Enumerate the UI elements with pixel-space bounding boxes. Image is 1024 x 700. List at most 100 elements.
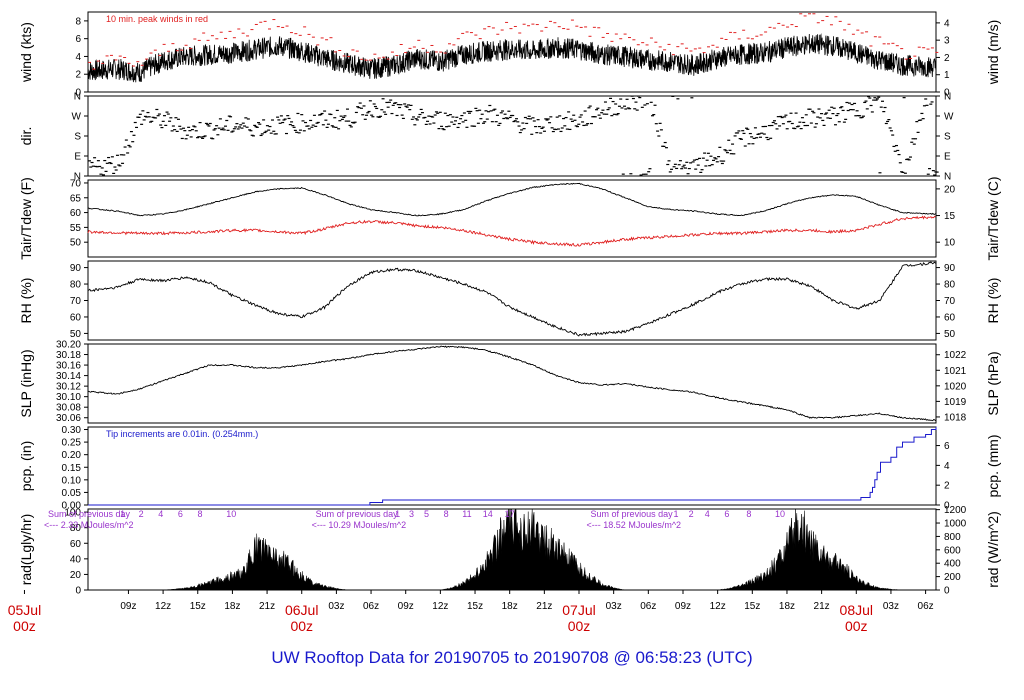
wind-left-tick-label: 8 bbox=[75, 16, 81, 27]
pcp-left-tick-label: 0.00 bbox=[62, 501, 82, 512]
rad-left-tick-label: 40 bbox=[70, 554, 82, 565]
rad-right-tick-label: 600 bbox=[944, 545, 961, 556]
rad-left-tick-label: 0 bbox=[75, 586, 81, 597]
slp-right-tick-label: 1018 bbox=[944, 412, 967, 423]
pcp-accum-line bbox=[88, 427, 937, 506]
rh-ylabel-left: RH (%) bbox=[18, 278, 34, 324]
dir-left-tick-label: E bbox=[74, 152, 81, 163]
x-tick-label: 15z bbox=[467, 601, 483, 612]
dir-panel-frame bbox=[87, 95, 937, 177]
slp-right-tick-label: 1021 bbox=[944, 366, 967, 377]
rad-right-tick-label: 1000 bbox=[944, 519, 967, 530]
temp-right-tick-label: 20 bbox=[944, 184, 956, 195]
rad-annotation-line1: Sum of previous day bbox=[591, 509, 674, 519]
rh-left-tick-label: 90 bbox=[70, 263, 82, 274]
dir-right-tick-label: E bbox=[944, 152, 951, 163]
rad-hour-mark: 5 bbox=[424, 509, 429, 519]
rad-hour-mark: 2 bbox=[689, 509, 694, 519]
wind-right-tick-label: 2 bbox=[944, 53, 950, 64]
rh-right-tick-label: 50 bbox=[944, 329, 956, 340]
pcp-left-tick-label: 0.25 bbox=[62, 438, 82, 449]
rad-day-area-2 bbox=[440, 508, 626, 591]
rad-annotation-line1: Sum of previous day bbox=[48, 509, 131, 519]
slp-left-tick-label: 30.08 bbox=[56, 403, 81, 414]
pcp-annotation: Tip increments are 0.01in. (0.254mm.) bbox=[106, 429, 258, 439]
rad-annotation-line2: <--- 2.33 MJoules/m^2 bbox=[44, 520, 134, 530]
wind-right-tick-label: 3 bbox=[944, 36, 950, 47]
dir-ylabel-left: dir. bbox=[18, 127, 34, 146]
wind-right-tick-label: 0 bbox=[944, 88, 950, 99]
dir-right-tick-label: S bbox=[944, 132, 951, 143]
dir-left-tick-label: N bbox=[74, 92, 81, 103]
slp-left-tick-label: 30.10 bbox=[56, 392, 81, 403]
dir-right-tick-label: N bbox=[944, 92, 951, 103]
rad-ylabel-right: rad (W/m^2) bbox=[985, 511, 1001, 588]
x-tick-label: 18z bbox=[224, 601, 240, 612]
rh-right-tick-label: 70 bbox=[944, 296, 956, 307]
rad-hour-mark: 8 bbox=[198, 509, 203, 519]
slp-line bbox=[87, 345, 936, 422]
x-tick-label: 12z bbox=[432, 601, 448, 612]
rh-left-tick-label: 80 bbox=[70, 280, 82, 291]
slp-left-tick-label: 30.12 bbox=[56, 382, 81, 393]
dir-left-tick-label: S bbox=[74, 132, 81, 143]
rh-left-tick-label: 70 bbox=[70, 296, 82, 307]
rh-left-tick-label: 60 bbox=[70, 312, 82, 323]
rad-right-tick-label: 400 bbox=[944, 559, 961, 570]
x-tick-label: 06z bbox=[363, 601, 379, 612]
rad-ylabel-left: rad(Lgly/hr) bbox=[18, 514, 34, 586]
rad-hour-mark: 8 bbox=[444, 509, 449, 519]
temp-left-tick-label: 65 bbox=[70, 193, 82, 204]
rad-hour-mark: 1 bbox=[395, 509, 400, 519]
x-tick-label: 06z bbox=[640, 601, 656, 612]
wind-left-tick-label: 6 bbox=[75, 34, 81, 45]
x-tick-label: 03z bbox=[606, 601, 622, 612]
temp-ylabel-left: Tair/Tdew (F) bbox=[18, 177, 34, 259]
rad-left-tick-label: 80 bbox=[70, 523, 82, 534]
dir-left-tick-label: W bbox=[72, 112, 82, 123]
temp-left-tick-label: 55 bbox=[70, 223, 82, 234]
dir-left-tick-label: N bbox=[74, 172, 81, 183]
temp-left-tick-label: 50 bbox=[70, 238, 82, 249]
pcp-left-tick-label: 0.10 bbox=[62, 475, 82, 486]
slp-left-tick-label: 30.16 bbox=[56, 361, 81, 372]
x-tick-label: 09z bbox=[675, 601, 691, 612]
x-tick-label: 15z bbox=[744, 601, 760, 612]
rad-hour-mark: 8 bbox=[746, 509, 751, 519]
slp-right-tick-label: 1019 bbox=[944, 397, 967, 408]
x-day-label-hour: 00z bbox=[13, 618, 36, 634]
wind-right-tick-label: 4 bbox=[944, 18, 950, 29]
dir-right-tick-label: W bbox=[944, 112, 954, 123]
rh-ylabel-right: RH (%) bbox=[985, 278, 1001, 324]
wind-left-tick-label: 0 bbox=[75, 88, 81, 99]
wind-left-tick-label: 2 bbox=[75, 70, 81, 81]
rad-left-tick-label: 60 bbox=[70, 539, 82, 550]
slp-left-tick-label: 30.20 bbox=[56, 340, 81, 351]
rad-hour-mark: 1 bbox=[120, 509, 125, 519]
rad-hour-mark: 4 bbox=[705, 509, 710, 519]
rad-right-tick-label: 200 bbox=[944, 572, 961, 583]
slp-right-tick-label: 1020 bbox=[944, 381, 967, 392]
pcp-ylabel-right: pcp. (mm) bbox=[985, 435, 1001, 498]
x-tick-label: 15z bbox=[190, 601, 206, 612]
pcp-panel-frame bbox=[87, 426, 937, 506]
slp-left-tick-label: 30.14 bbox=[56, 371, 81, 382]
x-tick-label: 12z bbox=[710, 601, 726, 612]
pcp-right-tick-label: 0 bbox=[944, 501, 950, 512]
x-tick-label: 21z bbox=[536, 601, 552, 612]
rad-hour-mark: 11 bbox=[462, 509, 471, 519]
x-tick-label: 21z bbox=[814, 601, 830, 612]
temp-right-tick-label: 15 bbox=[944, 211, 956, 222]
rad-hour-mark: 17 bbox=[505, 509, 515, 519]
x-day-label: 08Jul bbox=[840, 602, 873, 618]
x-tick-label: 09z bbox=[398, 601, 414, 612]
wind-mean-line bbox=[87, 33, 937, 83]
rad-hour-mark: 3 bbox=[409, 509, 414, 519]
temp-left-tick-label: 70 bbox=[70, 178, 82, 189]
x-tick-label: 09z bbox=[120, 601, 136, 612]
rh-right-tick-label: 80 bbox=[944, 280, 956, 291]
x-tick-label: 03z bbox=[328, 601, 344, 612]
rad-right-tick-label: 0 bbox=[944, 586, 950, 597]
rad-annotation-line2: <--- 18.52 MJoules/m^2 bbox=[587, 520, 682, 530]
